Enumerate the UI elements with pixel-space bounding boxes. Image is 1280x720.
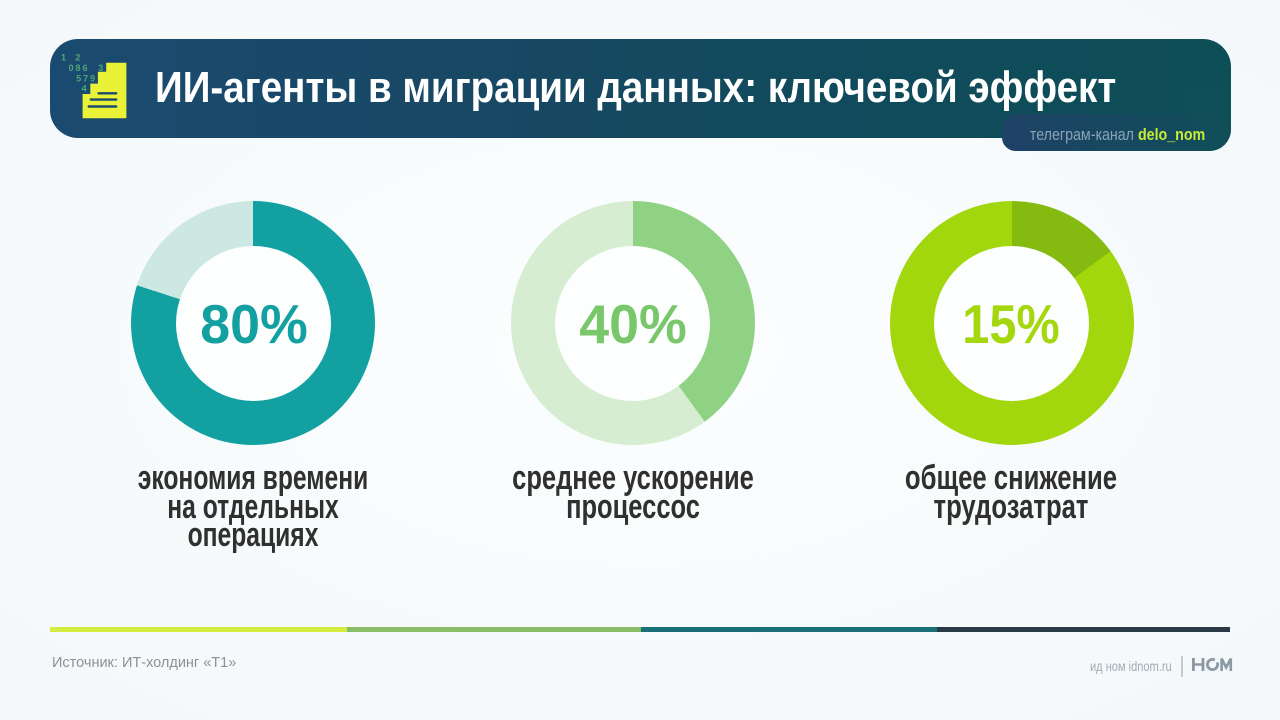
svg-text:086: 086 (69, 63, 90, 73)
svg-text:1: 1 (61, 53, 66, 63)
svg-text:2: 2 (75, 53, 80, 63)
svg-text:579: 579 (76, 74, 97, 84)
svg-text:3: 3 (98, 63, 103, 73)
svg-text:4: 4 (82, 83, 87, 93)
